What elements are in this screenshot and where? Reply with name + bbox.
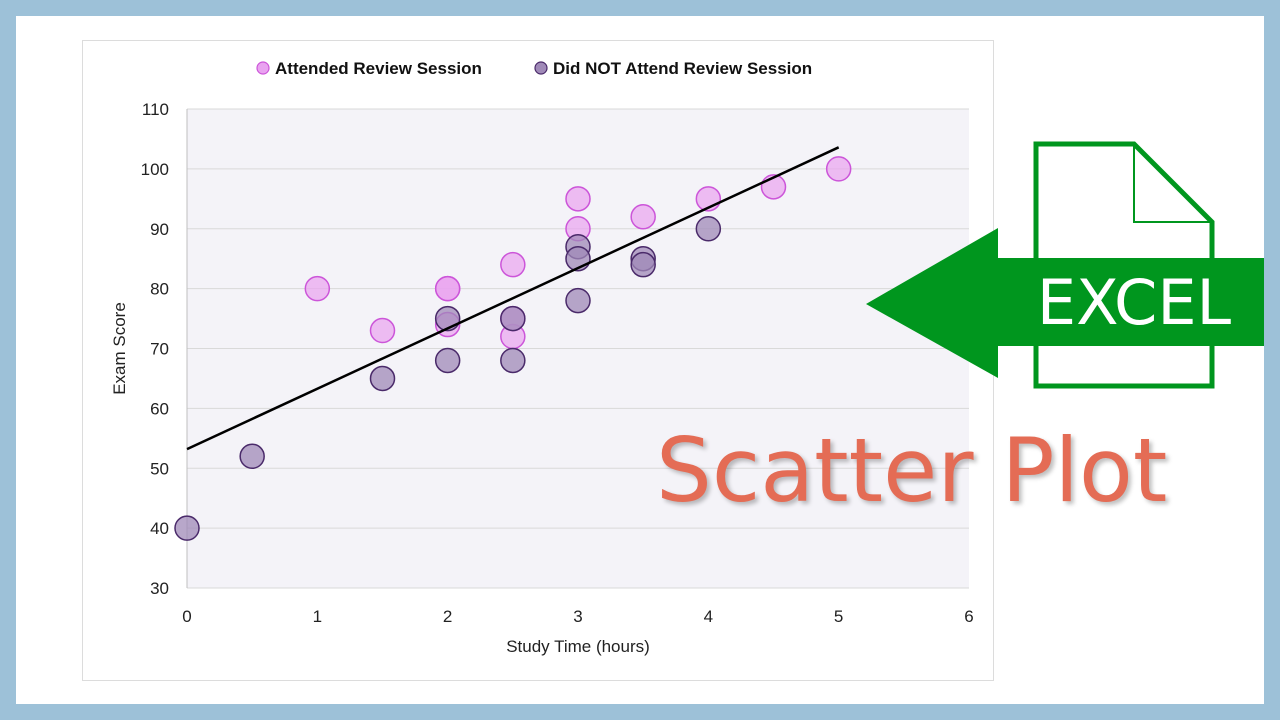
x-tick-label: 2	[443, 607, 452, 626]
not-attended-point	[434, 347, 461, 374]
attended-point	[369, 317, 396, 344]
not-attended-point	[239, 443, 265, 470]
y-tick-label: 80	[150, 280, 169, 299]
excel-badge-label: EXCEL	[1037, 266, 1232, 339]
chart-frame: 30 40 50 60 70 80 90 100 110 0 1 2 3 4 5 6 Attended Re…	[82, 40, 994, 681]
x-tick-label: 0	[182, 607, 191, 626]
attended-point	[825, 156, 852, 182]
not-attended-point	[695, 216, 722, 242]
y-tick-label: 70	[150, 340, 169, 359]
x-axis-ticks: 0 1 2 3 4 5 6	[182, 607, 973, 626]
y-axis-ticks: 30 40 50 60 70 80 90 100 110	[141, 100, 169, 598]
not-attended-point	[565, 287, 591, 314]
legend-label: Did NOT Attend Review Session	[553, 59, 812, 78]
x-tick-label: 4	[704, 607, 713, 626]
attended-point	[304, 275, 331, 302]
scatter-chart: 30 40 50 60 70 80 90 100 110 0 1 2 3 4 5 6 Attended Re…	[110, 59, 974, 656]
attended-point	[434, 275, 461, 302]
excel-graphic: EXCEL	[866, 141, 1264, 389]
y-tick-label: 50	[150, 459, 169, 478]
y-tick-label: 110	[142, 100, 169, 119]
legend-label: Attended Review Session	[275, 59, 482, 78]
legend-marker	[256, 61, 270, 75]
not-attended-point	[369, 365, 396, 392]
y-tick-label: 30	[150, 579, 169, 598]
slide-canvas: 30 40 50 60 70 80 90 100 110 0 1 2 3 4 5 6 Attended Re…	[16, 16, 1264, 704]
legend: Attended Review Session Did NOT Attend Re…	[256, 59, 812, 78]
not-attended-point	[630, 251, 656, 278]
y-tick-label: 100	[141, 160, 169, 179]
x-tick-label: 1	[313, 607, 322, 626]
y-tick-label: 40	[150, 519, 169, 538]
attended-point	[630, 204, 656, 230]
left-arrow-icon	[866, 228, 1264, 378]
not-attended-point	[174, 515, 200, 541]
y-tick-label: 90	[150, 220, 169, 239]
attended-point	[500, 251, 526, 278]
y-axis-title: Exam Score	[110, 302, 129, 395]
x-tick-label: 6	[964, 607, 973, 626]
x-tick-label: 5	[834, 607, 843, 626]
x-tick-label: 3	[573, 607, 582, 626]
not-attended-point	[500, 305, 526, 332]
legend-marker	[534, 61, 548, 75]
not-attended-point	[500, 347, 526, 374]
y-tick-label: 60	[150, 399, 169, 418]
attended-point	[565, 186, 591, 212]
trendline	[186, 146, 840, 451]
x-axis-title: Study Time (hours)	[506, 637, 650, 656]
headline-title: Scatter Plot	[656, 419, 1168, 522]
